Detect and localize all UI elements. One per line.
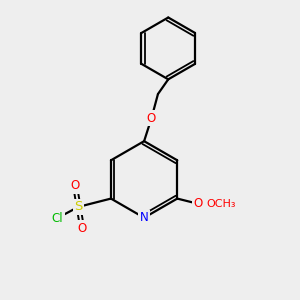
Text: N: N (140, 211, 148, 224)
Text: O: O (194, 197, 203, 210)
Text: O: O (70, 179, 80, 192)
Text: Cl: Cl (52, 212, 63, 224)
Text: S: S (74, 200, 83, 213)
Text: OCH₃: OCH₃ (207, 199, 236, 209)
Text: O: O (77, 221, 87, 235)
Text: O: O (147, 112, 156, 125)
